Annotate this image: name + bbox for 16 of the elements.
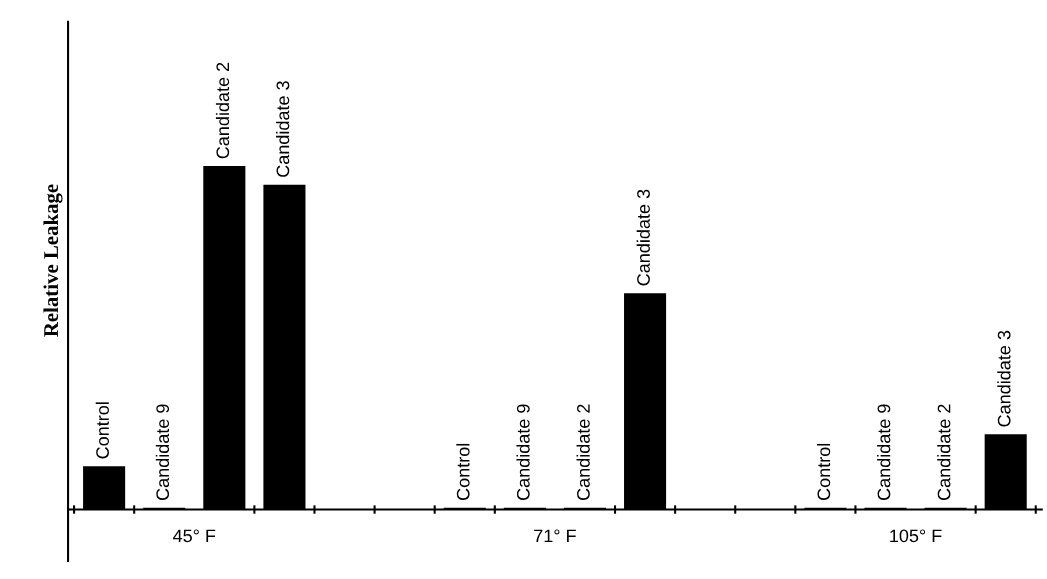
text: Control: [456, 443, 470, 501]
x-tick-label: 45° F: [173, 529, 216, 543]
text: Candidate 2: [576, 404, 590, 501]
text: Control: [816, 443, 831, 501]
text: Candidate 9: [877, 404, 891, 501]
text: Candidate 3: [636, 189, 650, 286]
text: Candidate 3: [997, 330, 1011, 427]
y-axis-title: Relative Leakage: [43, 184, 63, 337]
x-tick-label: 71° F: [534, 529, 576, 543]
text: Candidate 2: [215, 62, 230, 159]
text: Candidate 9: [516, 404, 530, 501]
text: Candidate 2: [937, 404, 951, 501]
x-tick-label: 105° F: [890, 529, 942, 543]
text: Candidate 9: [155, 404, 170, 501]
text: Control: [95, 402, 109, 459]
text: Candidate 3: [276, 81, 290, 177]
